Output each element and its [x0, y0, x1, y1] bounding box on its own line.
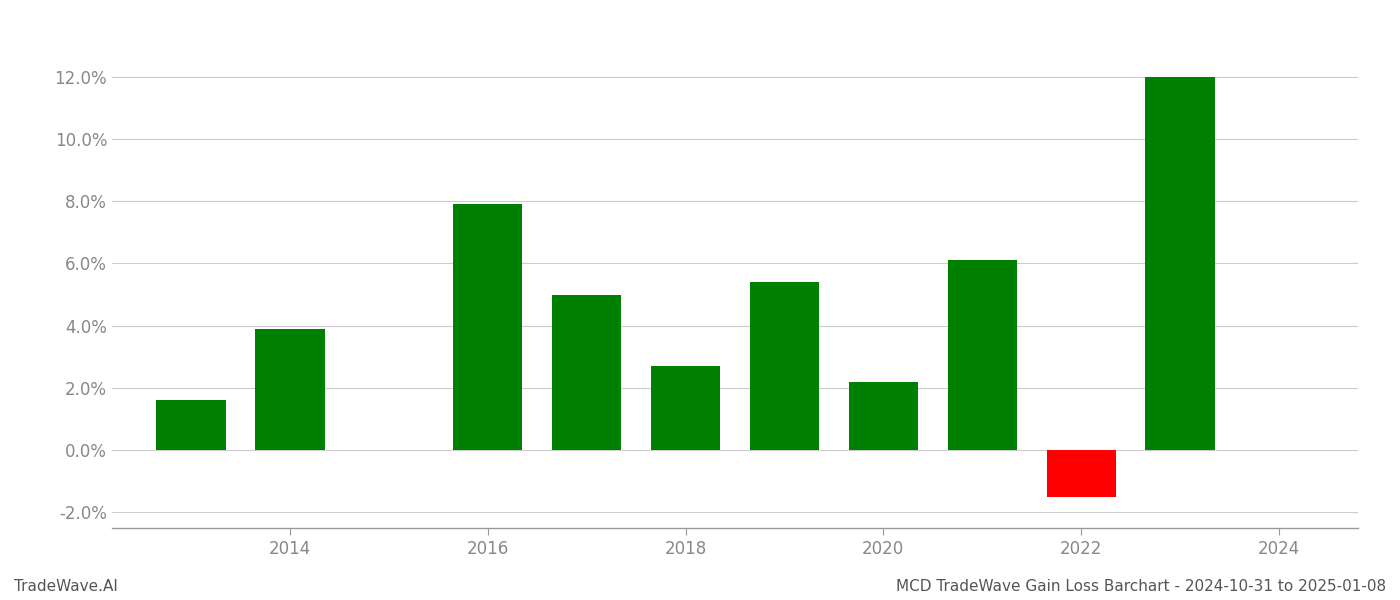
Bar — [552, 295, 622, 450]
Bar — [750, 282, 819, 450]
Bar — [157, 400, 225, 450]
Bar — [1047, 450, 1116, 497]
Bar — [255, 329, 325, 450]
Bar — [651, 366, 720, 450]
Bar — [848, 382, 918, 450]
Bar — [454, 204, 522, 450]
Text: MCD TradeWave Gain Loss Barchart - 2024-10-31 to 2025-01-08: MCD TradeWave Gain Loss Barchart - 2024-… — [896, 579, 1386, 594]
Bar — [1145, 77, 1215, 450]
Bar — [948, 260, 1016, 450]
Text: TradeWave.AI: TradeWave.AI — [14, 579, 118, 594]
